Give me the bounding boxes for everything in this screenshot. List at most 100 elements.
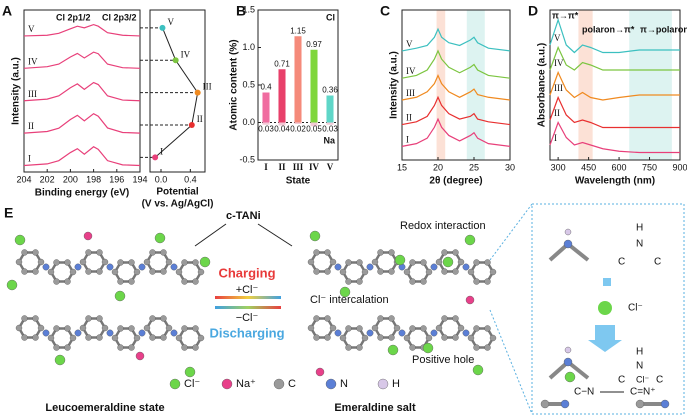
atom — [128, 344, 135, 351]
point-label: III — [203, 82, 212, 92]
atom — [334, 329, 342, 337]
atom — [356, 278, 363, 285]
atom — [393, 324, 401, 332]
bar — [278, 69, 286, 123]
atom — [467, 268, 475, 276]
atom — [42, 263, 50, 271]
atom — [15, 324, 23, 332]
atom — [175, 334, 183, 342]
band — [629, 10, 672, 160]
series-label: III — [28, 89, 37, 99]
x-tick-label: 750 — [642, 162, 657, 172]
connector — [489, 203, 533, 261]
atom — [377, 268, 384, 275]
arrow — [215, 296, 281, 299]
ring — [437, 317, 463, 339]
y-axis-label: Intensity (a.u.) — [11, 57, 22, 125]
line-series — [549, 45, 680, 71]
atom — [53, 278, 60, 285]
atom — [169, 378, 181, 390]
atom — [135, 351, 145, 361]
connector — [489, 309, 533, 415]
x-tick-label: 0.4 — [184, 174, 197, 184]
series-label: I — [406, 134, 409, 144]
atom — [170, 329, 178, 337]
annotation: polaron→π* — [582, 24, 635, 34]
x-tick-label: III — [293, 162, 304, 172]
atom — [21, 334, 28, 341]
chem: H — [636, 223, 643, 234]
ring — [81, 251, 107, 273]
atom — [165, 258, 173, 266]
bar — [262, 122, 270, 125]
atom — [361, 268, 369, 276]
atom — [430, 329, 438, 337]
atom — [313, 249, 320, 256]
plot-frame — [549, 9, 681, 161]
x-tick-label: 900 — [672, 162, 687, 172]
bond — [548, 242, 570, 262]
bar — [294, 122, 302, 124]
atom — [484, 259, 491, 266]
value-label: 0.97 — [306, 40, 322, 49]
atom — [403, 268, 411, 276]
atom — [660, 399, 670, 409]
ring — [373, 317, 399, 339]
point-label: V — [167, 17, 174, 27]
atom — [313, 315, 320, 322]
atom — [334, 263, 342, 271]
atom — [143, 258, 151, 266]
atom — [361, 334, 369, 342]
y-tick-label: 1.5 — [242, 4, 255, 14]
atom — [160, 334, 167, 341]
x-tick-label: I — [264, 162, 268, 172]
atom — [339, 334, 347, 342]
x-axis-label: Binding energy (eV) — [35, 188, 129, 199]
panel-label: D — [528, 3, 538, 19]
line-series — [401, 73, 511, 101]
panel-label: A — [2, 3, 12, 19]
atom — [184, 366, 196, 378]
point-label: I — [160, 146, 163, 156]
atom — [484, 325, 491, 332]
atom — [313, 268, 320, 275]
line-series — [23, 23, 141, 37]
line-series — [549, 121, 680, 154]
atom — [138, 329, 146, 337]
line-series — [23, 81, 141, 102]
atom — [111, 334, 119, 342]
line-series — [549, 95, 680, 129]
annotation: π→polaron — [640, 24, 687, 34]
atom — [339, 286, 351, 298]
point — [159, 24, 166, 31]
atom — [160, 268, 167, 275]
bar — [326, 122, 334, 125]
atom — [457, 258, 465, 266]
atom — [170, 263, 178, 271]
legend-label: Cl⁻ — [184, 378, 200, 390]
value-label: 0.05 — [306, 125, 322, 134]
chem: C — [618, 375, 625, 386]
series-label: I — [28, 154, 31, 164]
plot-frame — [401, 9, 511, 161]
atom — [452, 268, 459, 275]
atom — [472, 364, 484, 376]
atom — [425, 334, 433, 342]
atom — [409, 325, 416, 332]
atom — [53, 325, 60, 332]
atom — [425, 268, 433, 276]
point — [188, 122, 195, 129]
plus-icon — [603, 278, 611, 286]
chem: C−N — [574, 387, 594, 398]
atom — [160, 315, 167, 322]
atom — [307, 324, 315, 332]
chem: H — [636, 347, 643, 358]
atom — [192, 325, 199, 332]
atom — [128, 259, 135, 266]
atom — [356, 325, 363, 332]
atom — [192, 259, 199, 266]
chem: C=N⁺ — [630, 387, 656, 398]
atom — [117, 278, 124, 285]
atom — [96, 268, 103, 275]
